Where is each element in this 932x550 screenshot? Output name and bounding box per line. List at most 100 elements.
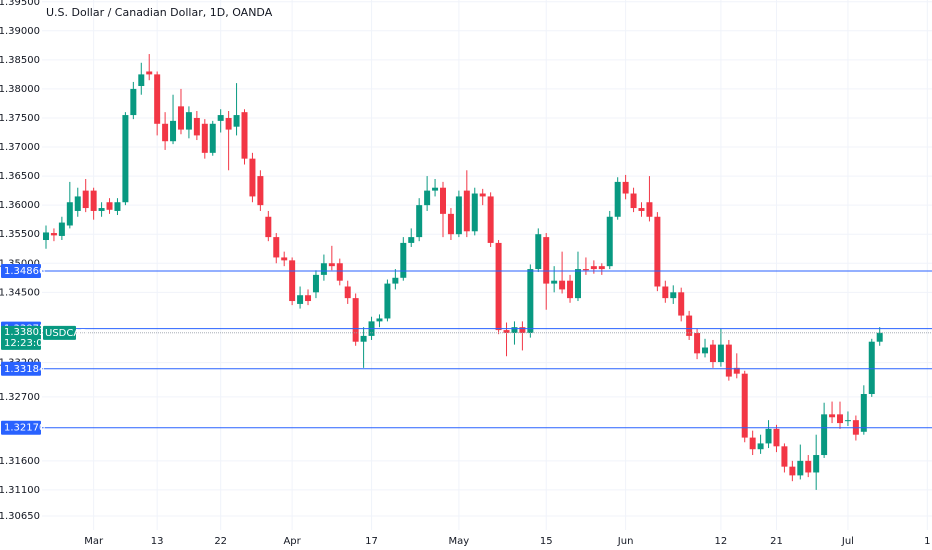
candle-body (90, 190, 97, 211)
candle-body (455, 196, 462, 235)
x-tick-label: Jun (617, 536, 634, 547)
price-tag (1, 264, 41, 279)
candle-body (170, 120, 177, 142)
x-tick-label: Apr (283, 536, 301, 547)
candle-body (328, 263, 335, 267)
candle-body (781, 446, 788, 467)
candle-body (757, 443, 764, 450)
candle-body (741, 373, 748, 438)
candle-body (265, 216, 272, 238)
plot-area (42, 54, 932, 490)
candle-body (162, 123, 169, 142)
candle-body (590, 266, 597, 270)
candle-body (74, 196, 81, 211)
candle-body (289, 260, 296, 302)
candle-body (209, 123, 216, 153)
candle-body (400, 242, 407, 278)
candle-body (797, 460, 804, 476)
candle-body (58, 222, 65, 236)
candle-body (487, 196, 494, 243)
candle-body (709, 344, 716, 363)
candle-body (614, 181, 621, 217)
candle-body (789, 466, 796, 476)
candle-body (376, 318, 383, 322)
candle-body (273, 237, 280, 258)
candle-body (336, 263, 343, 281)
candle-body (574, 269, 581, 299)
candle-body (495, 242, 502, 331)
y-tick-label: 1.34500 (0, 287, 40, 298)
candle-body (622, 181, 629, 194)
candle-body (837, 414, 843, 424)
candle-body (392, 277, 399, 284)
grid (42, 0, 932, 530)
y-tick-label: 1.32700 (0, 392, 40, 403)
candle-body (860, 394, 867, 432)
x-tick-label: 22 (214, 536, 227, 547)
x-tick-label: Mar (84, 536, 104, 547)
candle-body (447, 213, 454, 235)
candle-body (821, 414, 828, 456)
y-tick-label: 1.30650 (0, 511, 40, 522)
candle-body (765, 428, 772, 444)
candle-body (138, 74, 145, 87)
candle-body (416, 205, 423, 238)
candle-body (868, 341, 875, 395)
y-tick-label: 1.39500 (0, 0, 40, 8)
candle-body (638, 208, 645, 211)
candle-body (249, 158, 256, 197)
candle-body (662, 286, 669, 299)
candle-body (185, 112, 192, 130)
candle-body (519, 327, 526, 333)
candle-body (82, 190, 89, 209)
x-tick-label: Jul (841, 536, 854, 547)
candle-body (440, 187, 446, 214)
candle-body (98, 208, 105, 211)
last-price-label: 1.33803 (4, 327, 45, 338)
candle-body (43, 232, 49, 241)
candle-body (876, 332, 883, 342)
candle-body (305, 295, 312, 302)
candle-body (654, 216, 661, 287)
candle-body (114, 202, 121, 211)
candle-body (320, 263, 327, 275)
candle-body (463, 190, 470, 232)
candle-body (130, 88, 137, 116)
candle-body (424, 190, 431, 206)
candle-body (50, 233, 57, 236)
candle-body (193, 117, 200, 136)
candle-body (154, 74, 161, 124)
candle-body (749, 437, 756, 450)
x-tick-label: May (449, 536, 470, 547)
y-tick-label: 1.31600 (0, 456, 40, 467)
price-tag-label: 1.32170 (4, 423, 45, 434)
candle-body (122, 115, 129, 203)
x-tick-label: 21 (770, 536, 783, 547)
candle-body (733, 367, 740, 374)
y-tick-label: 1.35500 (0, 229, 40, 240)
candle-body (686, 315, 693, 336)
candle-body (773, 428, 780, 447)
price-tag-label: 1.34866 (4, 266, 45, 277)
y-tick-label: 1.35000 (0, 258, 40, 269)
candle-body (551, 280, 558, 284)
candle-body (297, 295, 304, 304)
candle-body (805, 460, 812, 473)
candle-body (694, 332, 701, 354)
candle-body (312, 274, 319, 293)
candle-body (717, 344, 724, 363)
y-tick-label: 1.36000 (0, 200, 40, 211)
x-tick-label: 1 (924, 536, 930, 547)
symbol-label: USDCAD (45, 328, 88, 339)
candle-body (670, 292, 677, 299)
candle-body (344, 286, 351, 299)
y-tick-label: 1.37000 (0, 142, 40, 153)
x-tick-label: 17 (365, 536, 378, 547)
candle-body (511, 327, 518, 333)
candle-body (567, 280, 574, 299)
candle-body (646, 202, 653, 217)
candle-body (479, 193, 486, 197)
x-tick-label: 13 (151, 536, 164, 547)
candle-body (527, 269, 534, 333)
